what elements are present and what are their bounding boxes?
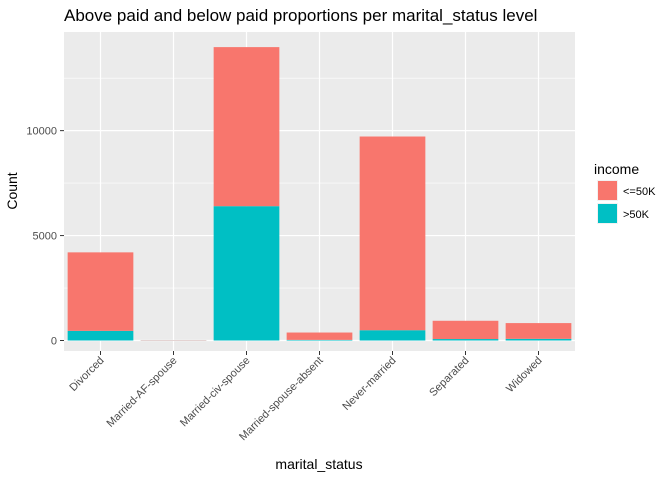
bar-segment: [505, 338, 572, 341]
bar-segment: [432, 320, 499, 340]
x-tick-label: Married-AF-spouse: [105, 355, 180, 430]
bar-segment: [286, 332, 353, 340]
bars: [67, 47, 572, 341]
legend-label: <=50K: [623, 186, 656, 198]
x-tick-label: Widowed: [504, 355, 544, 395]
bar-segment: [67, 252, 134, 331]
x-tick-label: Married-civ-spouse: [178, 355, 253, 430]
y-tick-label: 5000: [33, 231, 57, 243]
x-tick-label: Never-married: [340, 355, 398, 413]
bar-segment: [213, 47, 280, 207]
bar-segment: [67, 330, 134, 341]
bar-segment: [359, 330, 426, 341]
y-tick-label: 10000: [26, 126, 57, 138]
x-tick-label: Separated: [427, 355, 471, 399]
x-axis: DivorcedMarried-AF-spouseMarried-civ-spo…: [67, 351, 545, 443]
bar-segment: [505, 323, 572, 339]
chart-title: Above paid and below paid proportions pe…: [64, 6, 537, 25]
y-axis: 0 5000 10000: [26, 126, 64, 348]
legend-label: >50K: [623, 209, 650, 221]
bar-segment: [432, 339, 499, 341]
x-axis-title: marital_status: [275, 456, 362, 472]
y-tick-label: 0: [51, 336, 57, 348]
legend: income <=50K >50K: [594, 161, 656, 224]
x-tick-label: Married-spouse-absent: [237, 355, 325, 443]
x-tick-label: Divorced: [67, 355, 106, 394]
legend-title: income: [594, 161, 639, 177]
bar-segment: [213, 206, 280, 341]
bar-segment: [286, 339, 353, 341]
legend-swatch: [598, 204, 617, 223]
y-axis-title: Count: [4, 172, 20, 209]
legend-swatch: [598, 181, 617, 200]
bar-segment: [359, 136, 426, 331]
